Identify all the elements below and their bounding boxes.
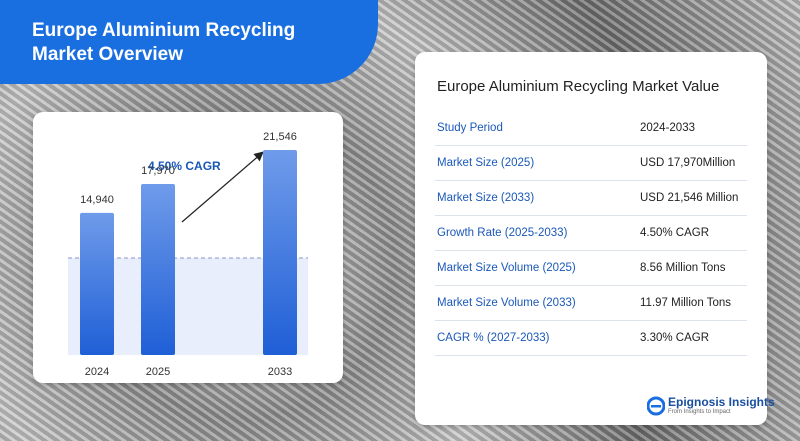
row-label: Market Size Volume (2025) — [437, 262, 576, 274]
brand-name: Epignosis Insights — [668, 395, 775, 409]
table-row: Growth Rate (2025-2033) 4.50% CAGR — [435, 215, 747, 251]
brand-tagline: From Insights to Impact — [668, 409, 731, 415]
value-label: 21,546 — [263, 131, 297, 143]
annotation: 4.50% CAGR — [148, 159, 221, 173]
table-card: Europe Aluminium Recycling Market Value … — [415, 52, 775, 425]
row-value: 11.97 Million Tons — [640, 297, 731, 309]
table-row: Study Period 2024-2033 — [435, 110, 747, 146]
bar — [141, 184, 175, 355]
banner: Europe Aluminium Recycling Market Overvi… — [0, 0, 378, 84]
x-tick-label: 2024 — [85, 366, 109, 378]
row-label: Market Size Volume (2033) — [437, 297, 576, 309]
table-row: Market Size (2033) USD 21,546 Million — [435, 180, 747, 216]
bar — [80, 212, 114, 355]
title: Europe Aluminium Recycling — [32, 20, 296, 41]
value-label: 17,970 — [141, 165, 175, 177]
row-value: USD 17,970Million — [640, 157, 736, 169]
bar — [263, 150, 297, 355]
title: Market Overview — [32, 44, 184, 65]
table-title: Europe Aluminium Recycling Market Value — [437, 78, 720, 95]
table-row: Market Size Volume (2025) 8.56 Million To… — [435, 250, 747, 286]
x-tick-label: 2033 — [268, 366, 292, 378]
row-label: Market Size (2033) — [437, 192, 535, 204]
table-row: Market Size Volume (2033) 11.97 Million T… — [435, 285, 747, 321]
row-label: CAGR % (2027-2033) — [437, 332, 550, 344]
row-label: Growth Rate (2025-2033) — [437, 227, 568, 239]
table-row: Market Size (2025) USD 17,970Million — [435, 145, 747, 181]
row-value: 3.30% CAGR — [640, 332, 710, 344]
table-row: CAGR % (2027-2033) 3.30% CAGR — [435, 320, 747, 356]
row-value: 4.50% CAGR — [640, 227, 710, 239]
x-tick-label: 2025 — [146, 366, 170, 378]
row-value: 2024-2033 — [640, 122, 695, 134]
logo — [647, 396, 665, 416]
row-value: 8.56 Million Tons — [640, 262, 726, 274]
row-label: Market Size (2025) — [437, 157, 535, 169]
row-value: USD 21,546 Million — [640, 192, 739, 204]
row-label: Study Period — [437, 122, 503, 134]
arrow — [181, 151, 264, 223]
value-label: 14,940 — [80, 194, 114, 206]
